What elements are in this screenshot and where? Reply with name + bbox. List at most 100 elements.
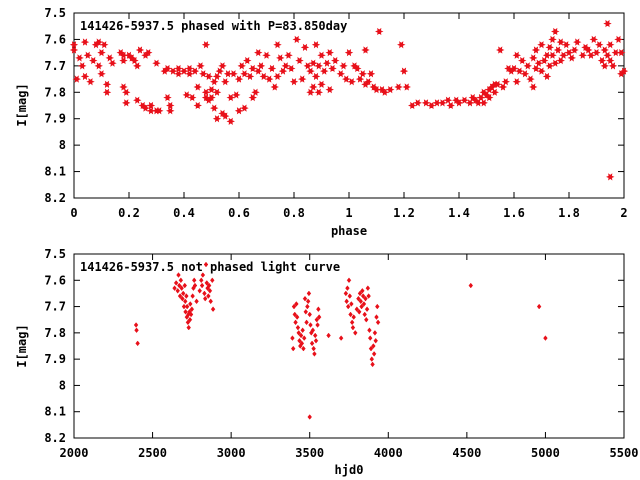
unphased-x-tick-label: 4000: [374, 446, 403, 460]
unphased-x-tick-label: 3500: [295, 446, 324, 460]
data-point: [182, 91, 191, 99]
unphased-x-tick-label: 5500: [610, 446, 639, 460]
data-point: [89, 56, 98, 65]
data-point: [364, 306, 370, 313]
data-point: [204, 72, 213, 81]
phased-plot-frame: [73, 12, 625, 199]
unphased-x-tick-label: 5000: [531, 446, 560, 460]
data-point: [177, 282, 182, 289]
phased-x-axis-label: phase: [331, 224, 367, 238]
data-point: [210, 104, 219, 112]
data-point: [122, 99, 131, 107]
data-point: [294, 301, 299, 307]
data-point: [273, 41, 282, 49]
phased-y-tick-label: 7.8: [44, 85, 66, 99]
data-point: [212, 115, 222, 123]
data-point: [349, 301, 354, 307]
data-point: [534, 59, 543, 67]
data-point: [210, 78, 219, 86]
data-point: [295, 56, 304, 65]
data-point: [290, 345, 296, 352]
data-point: [180, 290, 186, 297]
data-point: [189, 306, 195, 313]
data-point: [190, 67, 200, 75]
data-point: [317, 80, 326, 89]
data-point: [320, 67, 329, 75]
data-point: [348, 311, 353, 318]
data-point: [305, 298, 311, 305]
data-point: [314, 316, 320, 323]
data-point: [592, 48, 601, 57]
data-point: [317, 51, 326, 59]
data-point: [386, 85, 395, 94]
data-point: [203, 261, 209, 268]
data-point: [221, 78, 230, 86]
data-point: [313, 337, 319, 344]
phased-y-tick-label: 8: [59, 138, 66, 152]
data-point: [454, 99, 464, 107]
data-point: [307, 414, 312, 420]
phased-x-tick-label: 0.8: [283, 206, 305, 220]
data-point: [188, 93, 197, 102]
data-point: [302, 295, 308, 302]
data-point: [375, 303, 380, 310]
data-point: [570, 46, 579, 54]
data-point: [210, 277, 215, 284]
data-point: [595, 41, 604, 49]
data-point: [343, 290, 349, 297]
data-point: [564, 48, 574, 57]
data-point: [520, 70, 530, 78]
data-point: [291, 303, 297, 310]
data-point: [254, 67, 263, 75]
data-point: [380, 88, 389, 96]
data-point: [556, 38, 565, 46]
unphased-y-tick-label: 7.6: [44, 273, 66, 287]
data-point: [183, 309, 188, 315]
data-point: [100, 41, 109, 49]
data-point: [301, 335, 307, 341]
data-point: [490, 88, 499, 96]
data-point: [300, 43, 310, 52]
data-point: [347, 293, 353, 299]
data-point: [366, 70, 376, 78]
data-point: [188, 301, 193, 307]
data-point: [97, 70, 106, 78]
data-point: [178, 277, 184, 284]
data-point: [256, 62, 266, 70]
data-point: [312, 332, 318, 339]
data-point: [421, 99, 431, 107]
data-point: [316, 306, 321, 313]
phased-x-tick-label: 1.8: [558, 206, 580, 220]
data-point: [460, 96, 469, 104]
data-point: [476, 93, 486, 102]
unphased-y-tick-label: 7.7: [44, 300, 66, 314]
data-point: [542, 51, 552, 59]
data-point: [366, 293, 371, 299]
data-point: [369, 356, 375, 362]
data-point: [240, 104, 249, 112]
data-point: [375, 319, 381, 326]
data-point: [177, 293, 183, 299]
data-point: [553, 46, 563, 54]
unphased-y-tick-label: 8.1: [44, 405, 66, 419]
unphased-axis-ticks: 2000 2500 3000 3500 4000 4500 5000 5500 7.5 7.6 7.…: [44, 247, 638, 460]
data-point: [204, 280, 210, 286]
data-point: [600, 62, 609, 70]
data-point: [122, 88, 131, 96]
phased-axis-ticks: 0 0.2 0.4 0.6 0.8 1 1.2 1.4 1.6 1.8 2 7.5 7.6 7.7 7.8 7…: [44, 6, 627, 220]
unphased-chart-title: 141426-5937.5 not phased light curve: [80, 260, 340, 274]
data-point: [603, 19, 612, 28]
data-point: [80, 72, 90, 81]
data-point: [512, 78, 521, 86]
data-point: [201, 41, 211, 49]
data-point: [357, 290, 363, 297]
data-point: [299, 340, 305, 347]
data-point: [206, 282, 212, 289]
data-point: [108, 59, 117, 67]
data-point: [548, 35, 557, 44]
data-point: [358, 298, 364, 305]
data-point: [168, 67, 178, 75]
phased-y-tick-label: 8.1: [44, 165, 66, 179]
data-point: [267, 64, 277, 73]
data-point: [86, 78, 95, 86]
